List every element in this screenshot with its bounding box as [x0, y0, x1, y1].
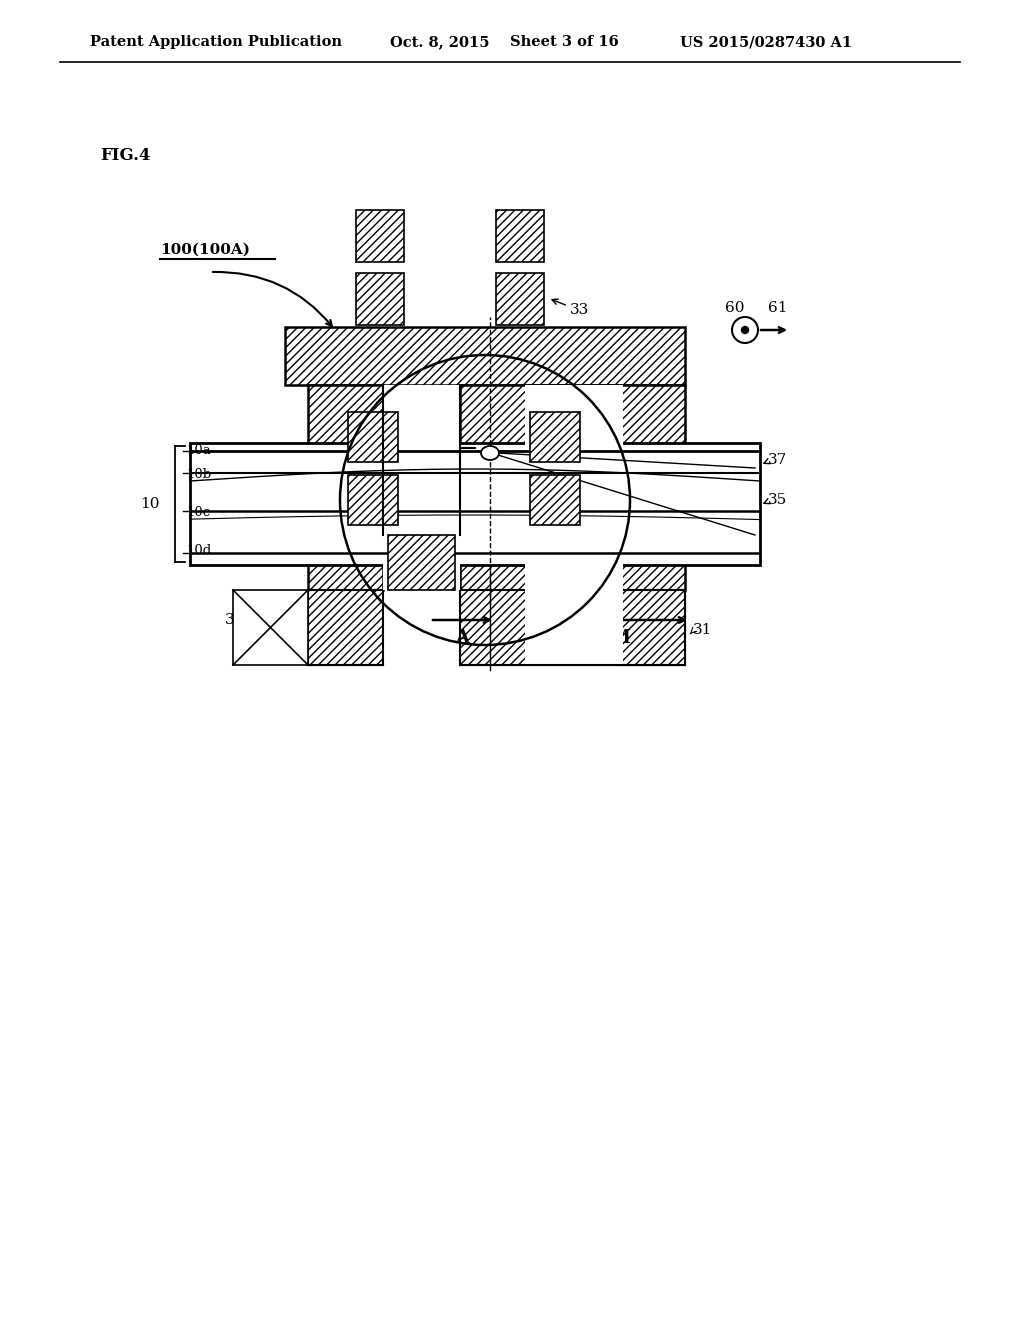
Text: Oct. 8, 2015: Oct. 8, 2015	[390, 36, 489, 49]
Text: 30: 30	[268, 492, 288, 507]
Text: 100(100A): 100(100A)	[160, 243, 250, 257]
Circle shape	[741, 326, 749, 334]
Bar	[525, 590, 623, 665]
Text: Patent Application Publication: Patent Application Publication	[90, 36, 342, 49]
Bar	[190, 444, 760, 565]
Text: 60: 60	[725, 301, 744, 315]
Text: 10b: 10b	[186, 469, 211, 482]
Bar	[356, 210, 404, 261]
Text: Sheet 3 of 16: Sheet 3 of 16	[510, 36, 618, 49]
Bar	[383, 385, 460, 590]
Text: 36: 36	[588, 458, 607, 473]
Bar	[356, 273, 404, 325]
Bar	[460, 590, 685, 665]
Text: 10: 10	[140, 498, 160, 511]
Bar	[615, 590, 685, 665]
Text: 35: 35	[768, 492, 787, 507]
Bar	[308, 590, 383, 665]
Text: 37: 37	[768, 453, 787, 467]
Text: 31: 31	[693, 623, 713, 638]
Ellipse shape	[481, 446, 499, 459]
Bar	[460, 385, 685, 590]
Bar	[530, 412, 580, 462]
Circle shape	[732, 317, 758, 343]
Text: 32: 32	[505, 498, 524, 512]
Text: A: A	[455, 630, 469, 647]
Text: 10a: 10a	[186, 445, 211, 458]
Bar	[388, 535, 455, 590]
Text: 33: 33	[570, 304, 589, 317]
Text: M: M	[610, 630, 630, 647]
Text: FIG.4: FIG.4	[100, 147, 151, 164]
Bar	[348, 475, 398, 525]
Bar	[348, 412, 398, 462]
Bar	[233, 590, 308, 665]
Text: A: A	[502, 475, 513, 488]
Text: 31: 31	[225, 612, 245, 627]
Bar	[496, 273, 544, 325]
Bar	[530, 475, 580, 525]
Bar	[285, 327, 685, 385]
Text: 61: 61	[768, 301, 787, 315]
Text: 10c: 10c	[186, 507, 210, 520]
Bar	[308, 385, 383, 590]
Bar	[525, 385, 623, 590]
Text: US 2015/0287430 A1: US 2015/0287430 A1	[680, 36, 852, 49]
Bar	[496, 210, 544, 261]
Bar	[383, 385, 460, 535]
Text: 10d: 10d	[186, 544, 211, 557]
